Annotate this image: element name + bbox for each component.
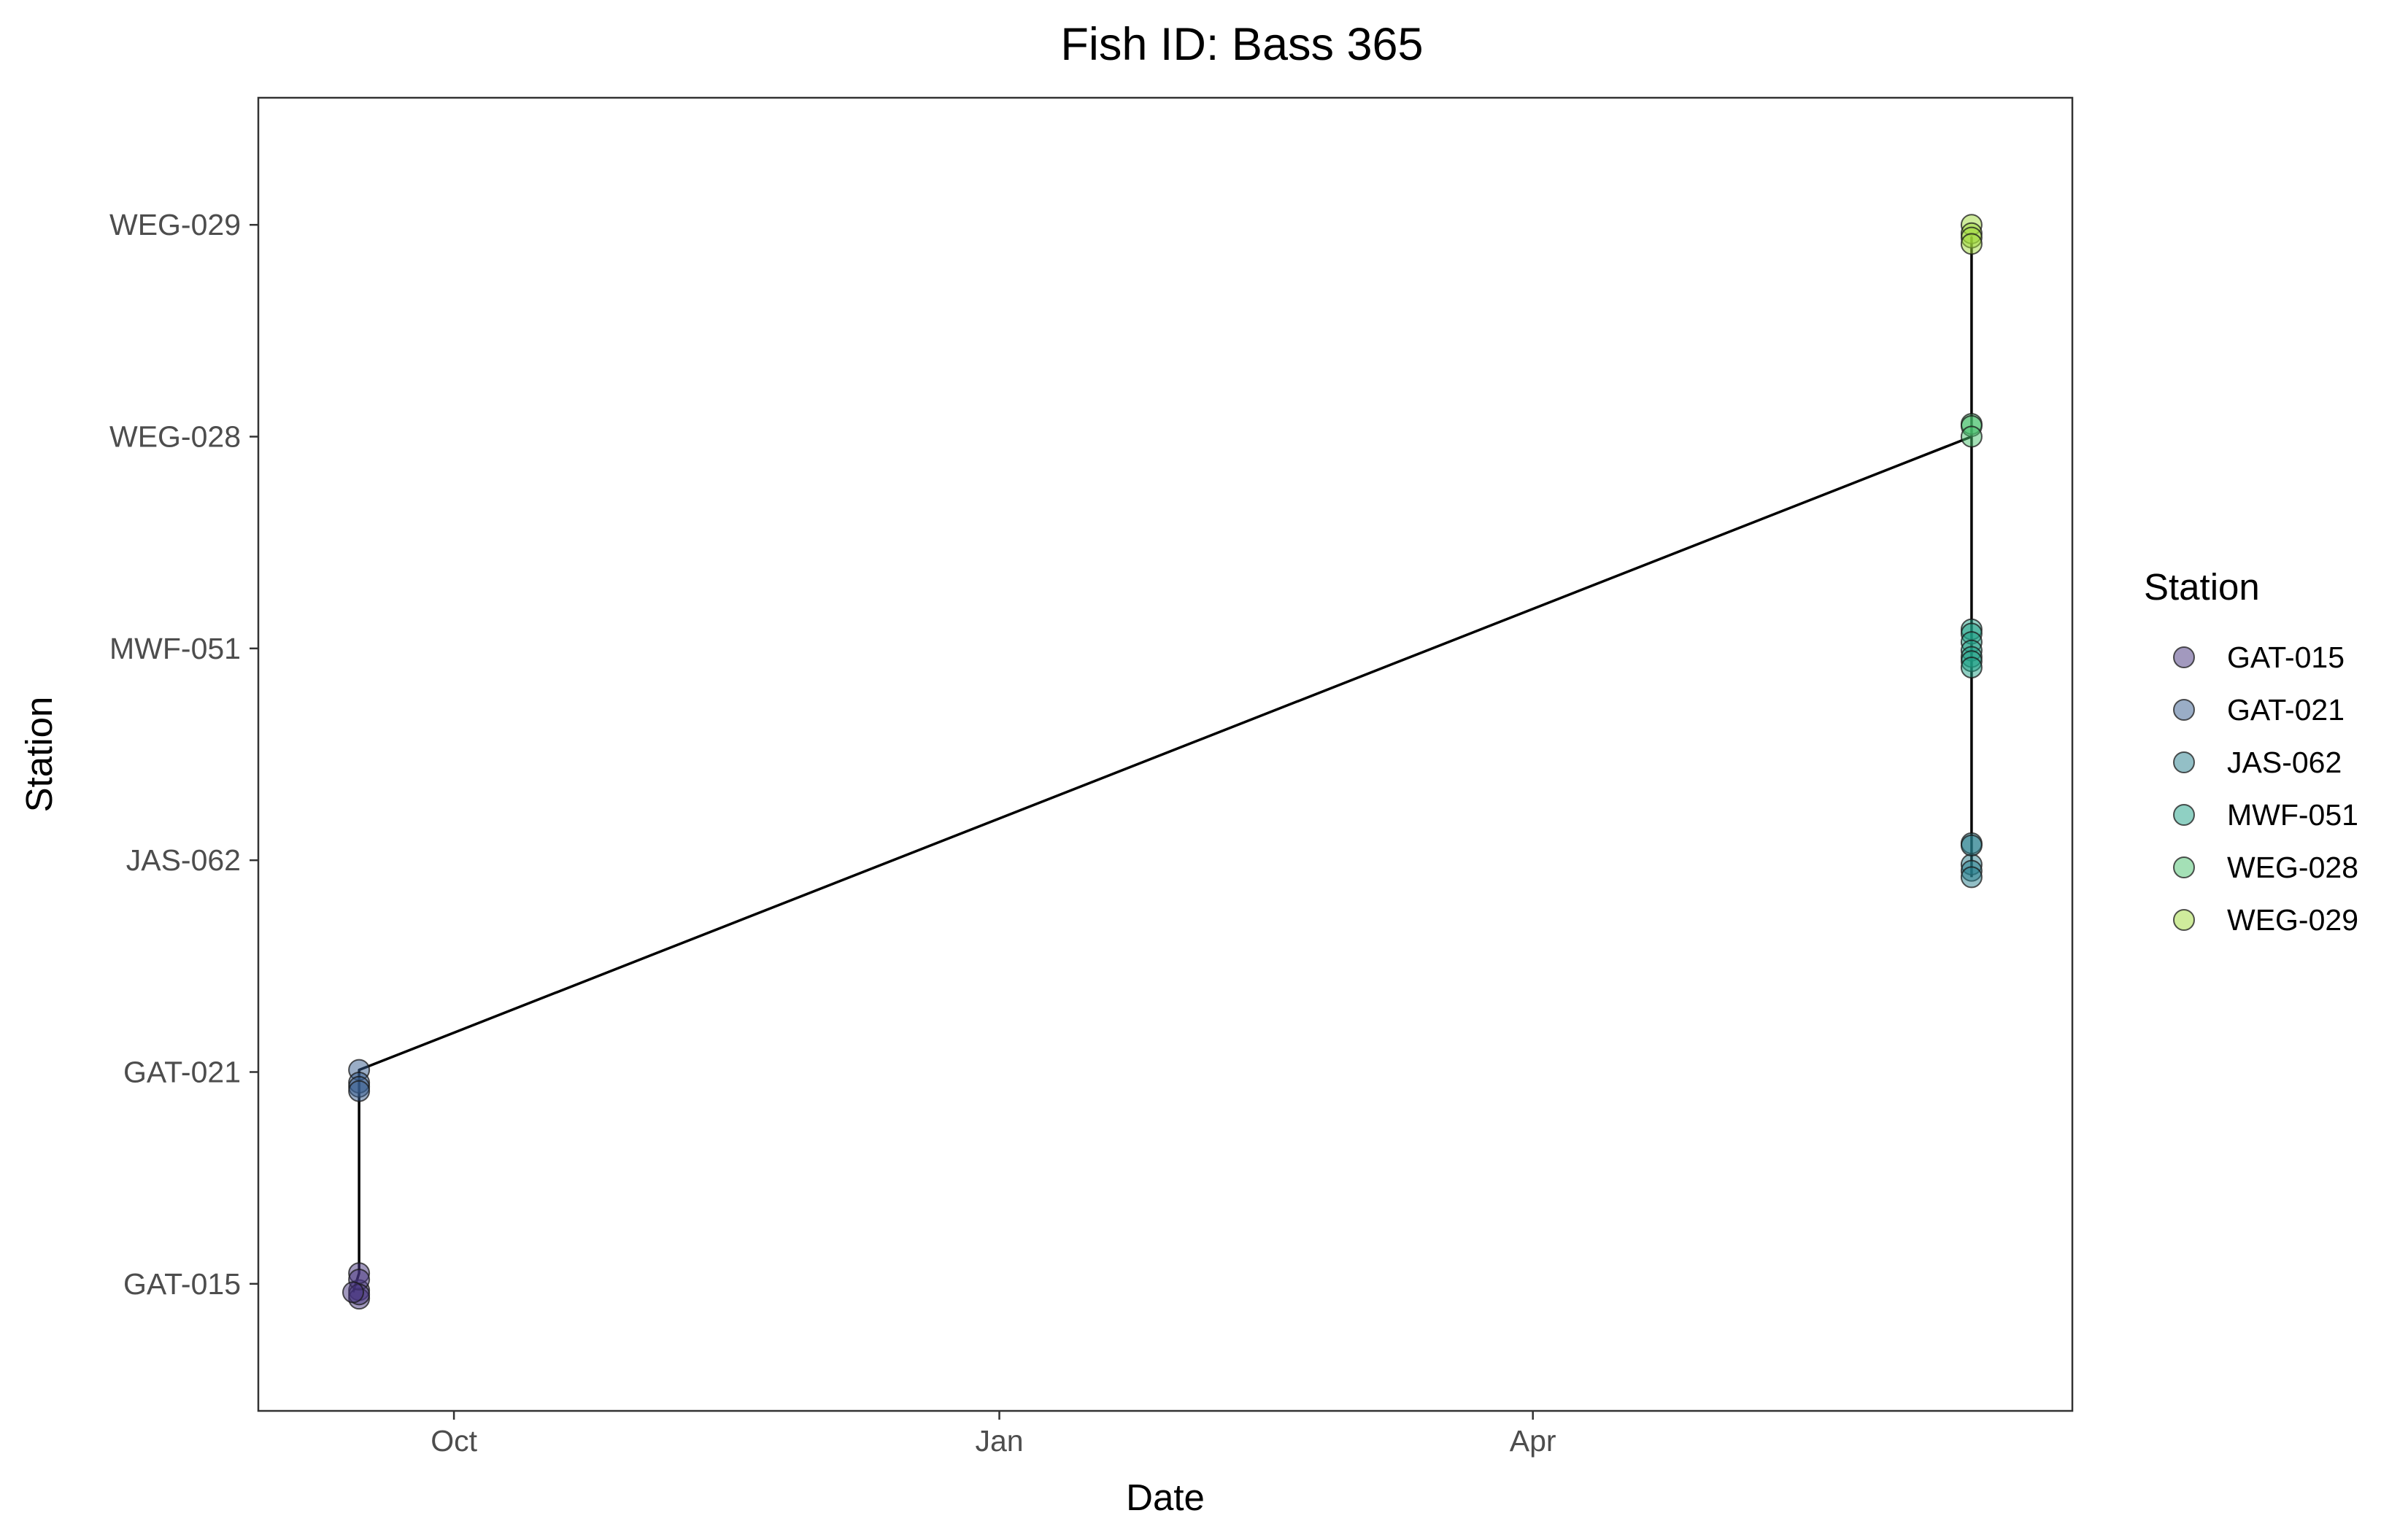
y-tick-label-mwf-051: MWF-051: [109, 632, 241, 665]
data-point-jas-062: [1960, 866, 1983, 889]
series-weg-028: [1960, 413, 1983, 448]
series-gat-021: [348, 1059, 371, 1102]
x-tick-label-oct: Oct: [431, 1424, 477, 1458]
legend-key-weg-029: [2173, 909, 2195, 931]
legend-key-mwf-051: [2173, 804, 2195, 826]
legend-key-gat-021: [2173, 699, 2195, 721]
x-tick-label-apr: Apr: [1510, 1424, 1556, 1458]
legend: Station GAT-015 GAT-021 JAS-062 MWF-051 WEG-…: [2144, 566, 2358, 937]
legend-label-weg-029: WEG-029: [2227, 903, 2358, 937]
detection-points: [341, 214, 1983, 1310]
data-point-weg-029: [1960, 233, 1983, 255]
legend-title: Station: [2144, 566, 2260, 608]
legend-key-jas-062: [2173, 751, 2195, 773]
y-tick-label-gat-021: GAT-021: [123, 1055, 241, 1088]
legend-label-mwf-051: MWF-051: [2227, 798, 2358, 832]
chart-title: Fish ID: Bass 365: [1060, 19, 1423, 70]
data-point-weg-028: [1960, 425, 1983, 448]
data-point-gat-015: [341, 1281, 364, 1304]
series-gat-015: [341, 1262, 371, 1310]
legend-label-weg-028: WEG-028: [2227, 851, 2358, 884]
x-tick-label-jan: Jan: [975, 1424, 1023, 1458]
y-axis: GAT-015 GAT-021 JAS-062 MWF-051 WEG-028 WEG-0…: [109, 208, 258, 1301]
series-jas-062: [1960, 832, 1983, 889]
legend-label-jas-062: JAS-062: [2227, 746, 2342, 779]
legend-key-gat-015: [2173, 646, 2195, 668]
legend-label-gat-021: GAT-021: [2227, 693, 2345, 727]
y-axis-title: Station: [18, 697, 60, 813]
legend-label-gat-015: GAT-015: [2227, 641, 2345, 674]
y-tick-label-gat-015: GAT-015: [123, 1267, 241, 1301]
data-point-gat-021: [348, 1080, 371, 1102]
series-weg-029: [1960, 214, 1983, 255]
data-point-mwf-051: [1960, 656, 1983, 678]
y-tick-label-weg-029: WEG-029: [109, 208, 241, 241]
y-tick-label-weg-028: WEG-028: [109, 420, 241, 454]
data-point-jas-062: [1960, 834, 1983, 856]
x-axis: Oct Jan Apr: [431, 1411, 1556, 1458]
series-mwf-051: [1960, 618, 1983, 678]
y-tick-label-jas-062: JAS-062: [126, 843, 241, 877]
plot-panel-border: [257, 96, 2074, 1412]
legend-key-weg-028: [2173, 856, 2195, 878]
x-axis-title: Date: [1126, 1477, 1205, 1518]
